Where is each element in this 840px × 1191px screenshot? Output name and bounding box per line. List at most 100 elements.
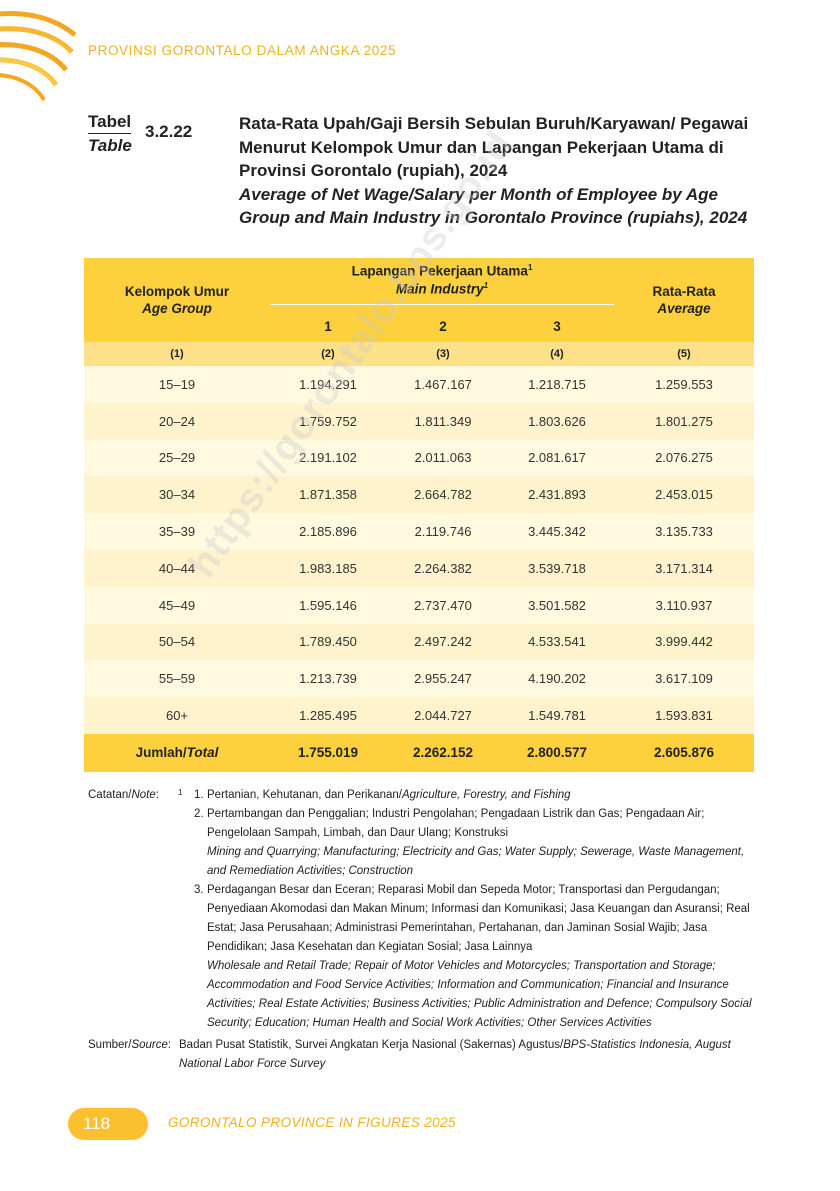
note-label-en: Note — [131, 789, 156, 801]
value-cell: 1.218.715 — [528, 376, 586, 392]
note-item: 3. Perdagangan Besar dan Eceran; Reparas… — [194, 881, 759, 1033]
note-items: 1. Pertanian, Kehutanan, dan Perikanan/A… — [194, 786, 759, 1033]
note-item-en: Mining and Quarrying; Manufacturing; Ele… — [207, 846, 745, 877]
value-cell: 2.076.275 — [655, 450, 713, 466]
value-cell: 1.467.167 — [414, 376, 472, 392]
value-cell: 1.285.495 — [299, 708, 357, 724]
header-age-group: Kelompok Umur Age Group — [84, 258, 270, 342]
footer-title: GORONTALO PROVINCE IN FIGURES 2025 — [168, 1115, 456, 1130]
value-cell: 3.110.937 — [655, 597, 713, 613]
value-cell: 3.999.442 — [655, 634, 713, 650]
table-title-id: Rata-Rata Upah/Gaji Bersih Sebulan Buruh… — [239, 114, 749, 180]
value-cell: 2.044.727 — [414, 708, 472, 724]
column-number: (4) — [550, 348, 564, 360]
table-body: 15–19 1.194.291 1.467.167 1.218.715 1.259.55… — [84, 366, 754, 734]
table-word-id: Tabel — [88, 112, 132, 134]
table-row: 30–34 1.871.358 2.664.782 2.431.893 2.453.01… — [84, 476, 754, 514]
value-cell: 2.664.782 — [414, 487, 472, 503]
value-cell: 1.811.349 — [414, 413, 472, 429]
table-row: 55–59 1.213.739 2.955.247 4.190.202 3.617.10… — [84, 660, 754, 698]
value-cell: 1.803.626 — [528, 413, 586, 429]
table-number: 3.2.22 — [145, 122, 193, 141]
header-age-group-id: Kelompok Umur — [124, 284, 230, 299]
value-cell: 3.135.733 — [655, 524, 713, 540]
header-industry-2: 2 — [439, 318, 447, 334]
table-row: 20–24 1.759.752 1.811.349 1.803.626 1.801.27… — [84, 402, 754, 440]
value-cell: 3.501.582 — [528, 597, 586, 613]
age-group-cell: 50–54 — [158, 634, 196, 650]
table-title-en: Average of Net Wage/Salary per Month of … — [239, 184, 748, 228]
age-group-cell: 15–19 — [158, 376, 196, 392]
value-cell: 1.549.781 — [528, 708, 586, 724]
value-cell: 4.190.202 — [528, 671, 586, 687]
value-cell: 1.983.185 — [299, 560, 357, 576]
header-divider — [270, 304, 614, 305]
age-group-cell: 45–49 — [158, 597, 196, 613]
value-cell: 1.801.275 — [655, 413, 713, 429]
table-word-en: Table — [88, 136, 132, 155]
age-group-cell: 35–39 — [158, 524, 196, 540]
source-text-id: Badan Pusat Statistik, Survei Angkatan K… — [179, 1039, 564, 1051]
value-cell: 2.497.242 — [414, 634, 472, 650]
note-item-id: Perdagangan Besar dan Eceran; Reparasi M… — [207, 884, 750, 953]
source-label-id: Sumber/ — [88, 1039, 132, 1051]
value-cell: 2.081.617 — [528, 450, 586, 466]
value-cell: 2.453.015 — [655, 487, 713, 503]
total-value: 2.605.876 — [614, 733, 754, 772]
value-cell: 2.955.247 — [414, 671, 472, 687]
header-industry-en: Main Industry — [395, 281, 484, 296]
header-industry-en-wrap: Main Industry1 — [270, 281, 614, 297]
note-item-en: Wholesale and Retail Trade; Repair of Mo… — [207, 960, 752, 1029]
table-row: 15–19 1.194.291 1.467.167 1.218.715 1.259.55… — [84, 366, 754, 403]
header-industry: Lapangan Pekerjaan Utama1 Main Industry1 — [270, 258, 614, 310]
value-cell: 1.259.553 — [655, 376, 713, 392]
header-industry-1: 1 — [324, 318, 332, 334]
wage-table: Kelompok Umur Age Group Lapangan Pekerja… — [84, 258, 754, 772]
source-label-colon: : — [167, 1039, 172, 1051]
total-label: Jumlah/Total — [84, 733, 270, 772]
value-cell: 4.533.541 — [528, 634, 586, 650]
column-number: (2) — [321, 348, 335, 360]
age-group-cell: 40–44 — [158, 560, 196, 576]
value-cell: 1.759.752 — [299, 413, 357, 429]
note-item: 1. Pertanian, Kehutanan, dan Perikanan/A… — [194, 786, 759, 805]
header-age-group-en: Age Group — [142, 301, 212, 316]
table-title: Rata-Rata Upah/Gaji Bersih Sebulan Buruh… — [239, 112, 769, 230]
source-label: Sumber/Source: — [88, 1036, 171, 1055]
column-number: (5) — [677, 348, 691, 360]
age-group-cell: 60+ — [165, 708, 189, 724]
value-cell: 3.617.109 — [655, 671, 713, 687]
table-label: Tabel Table — [88, 112, 132, 156]
page-number: 118 — [68, 1108, 148, 1140]
table-row: 45–49 1.595.146 2.737.470 3.501.582 3.110.93… — [84, 586, 754, 624]
value-cell: 3.445.342 — [528, 524, 586, 540]
value-cell: 2.011.063 — [414, 450, 472, 466]
table-row: 40–44 1.983.185 2.264.382 3.539.718 3.171.31… — [84, 549, 754, 587]
note-label-colon: : — [155, 789, 159, 801]
source-text-en: BPS-Statistics Indonesia, August Nationa… — [179, 1039, 731, 1070]
header-average: Rata-Rata Average — [614, 258, 754, 342]
header-average-id: Rata-Rata — [652, 284, 716, 299]
value-cell: 2.264.382 — [414, 560, 472, 576]
age-group-cell: 30–34 — [158, 487, 196, 503]
total-value: 2.800.577 — [500, 733, 614, 772]
source-label-en: Source — [131, 1039, 168, 1051]
table-row: 35–39 2.185.896 2.119.746 3.445.342 3.135.73… — [84, 513, 754, 550]
age-group-cell: 55–59 — [158, 671, 196, 687]
source-text: Badan Pusat Statistik, Survei Angkatan K… — [179, 1036, 754, 1074]
table-row: 60+ 1.285.495 2.044.727 1.549.781 1.593.831 — [84, 697, 754, 734]
note-item: 2. Pertambangan dan Penggalian; Industri… — [194, 805, 759, 881]
note-item-number: 1. — [194, 789, 204, 801]
table-row: 25–29 2.191.102 2.011.063 2.081.617 2.076.27… — [84, 439, 754, 477]
value-cell: 1.194.291 — [299, 376, 357, 392]
column-number: (3) — [436, 348, 450, 360]
age-group-cell: 25–29 — [158, 450, 196, 466]
total-row: Jumlah/Total 1.755.019 2.262.152 2.800.5… — [84, 733, 754, 772]
total-label-en: Total — [186, 745, 219, 761]
corner-swirl-decoration — [0, 11, 77, 102]
table-row: 50–54 1.789.450 2.497.242 4.533.541 3.999.44… — [84, 623, 754, 661]
note-item-number: 2. — [194, 808, 204, 820]
header-industry-en-sup: 1 — [483, 280, 489, 290]
total-label-id: Jumlah/ — [135, 745, 187, 761]
age-group-cell: 20–24 — [158, 413, 196, 429]
